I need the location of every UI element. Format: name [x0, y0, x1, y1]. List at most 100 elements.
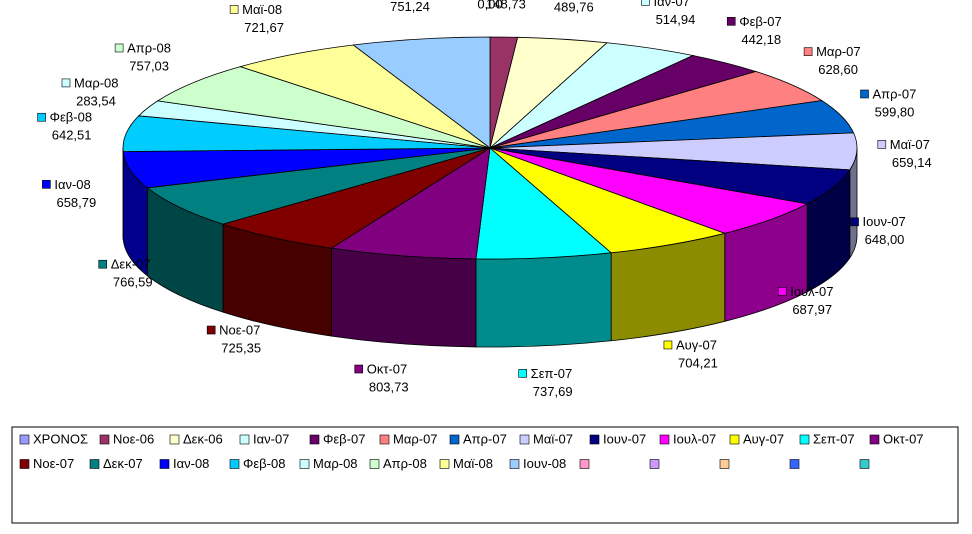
legend-swatch: [89, 459, 100, 469]
data-label: Ιαν-08 658,79: [42, 177, 96, 210]
label-value: 514,94: [656, 12, 696, 27]
label-value: 766,59: [113, 275, 153, 290]
legend-item: Μαϊ-07: [519, 431, 573, 446]
slice: [156, 66, 491, 149]
label-value: 757,03: [129, 58, 169, 73]
legend-swatch: [309, 434, 320, 445]
label-category: Απρ-08: [127, 40, 171, 55]
label-swatch: [726, 17, 736, 26]
label-value: 658,79: [56, 195, 96, 210]
legend-swatch: [789, 459, 800, 469]
legend-item: [579, 459, 590, 469]
data-label: Απρ-08 757,03: [114, 40, 171, 73]
label-value: 659,14: [892, 155, 932, 170]
legend-swatch: [99, 434, 110, 445]
data-label: Ιαν-07 514,94: [641, 0, 695, 27]
legend-item: Ιουν-07: [589, 431, 646, 446]
label-value: 751,24: [390, 0, 430, 14]
legend-label: Φεβ-07: [323, 431, 365, 446]
legend-item: Σεπ-07: [799, 431, 855, 446]
legend-label: Σεπ-07: [813, 431, 855, 446]
label-value: 737,69: [533, 384, 573, 399]
label-value: 687,97: [792, 302, 832, 317]
data-label: Μαρ-07 628,60: [803, 44, 861, 77]
label-category: Φεβ-07: [739, 14, 781, 29]
legend-item: Αυγ-07: [729, 431, 784, 446]
label-value: 442,18: [741, 32, 781, 47]
label-value: 642,51: [52, 128, 92, 143]
legend-item: Νοε-07: [19, 456, 74, 471]
label-swatch: [777, 287, 787, 296]
legend-item: Οκτ-07: [869, 431, 924, 446]
legend-label: Ιαν-07: [253, 431, 289, 446]
legend-label: ΧΡΟΝΟΣ: [33, 431, 88, 446]
legend-swatch: [19, 434, 30, 445]
data-label: Δεκ-07 766,59: [98, 257, 153, 290]
slice: [489, 147, 809, 234]
legend-item: Απρ-07: [449, 431, 507, 446]
label-category: Ιαν-07: [653, 0, 689, 9]
legend-swatch: [519, 434, 530, 445]
label-swatch: [803, 47, 813, 56]
legend-item: Δεκ-07: [89, 456, 143, 471]
legend-swatch: [159, 459, 170, 469]
data-label: Νοε-07 725,35: [206, 322, 261, 355]
pie-sides: [122, 147, 858, 348]
legend-item: Μαρ-07: [379, 431, 438, 446]
label-category: Νοε-07: [219, 322, 260, 337]
label-value: 599,80: [875, 104, 915, 119]
legend-item: [649, 459, 660, 469]
legend-label: Μαϊ-07: [533, 431, 573, 446]
legend-item: [789, 459, 800, 469]
label-value: 0,00: [477, 0, 502, 11]
slice: [146, 147, 491, 225]
legend-swatch: [239, 434, 250, 445]
slice: [221, 147, 491, 249]
label-swatch: [42, 180, 51, 189]
data-label: Σεπ-07 737,69: [518, 366, 573, 399]
label-value: 721,67: [244, 20, 284, 35]
label-category: Μαϊ-08: [242, 2, 282, 17]
legend-swatch: [439, 459, 450, 469]
data-label: Νοε-06148,73: [486, 0, 526, 12]
label-category: Μαϊ-07: [890, 137, 930, 152]
legend-item: ΧΡΟΝΟΣ: [19, 431, 88, 446]
legend-label: Δεκ-07: [103, 456, 143, 471]
data-label: Μαϊ-08 721,67: [229, 2, 284, 35]
data-label: Οκτ-07 803,73: [354, 361, 409, 394]
label-swatch: [860, 89, 869, 99]
legend-swatch: [579, 459, 590, 469]
legend-label: Ιουν-08: [523, 456, 566, 471]
legend-swatch: [19, 459, 30, 469]
legend-swatch: [729, 434, 740, 445]
data-label: Αυγ-07 704,21: [663, 337, 718, 370]
data-label: Απρ-07 599,80: [860, 86, 917, 119]
legend-label: Ιουν-07: [603, 431, 646, 446]
legend-label: Μαϊ-08: [453, 456, 493, 471]
label-value: 148,73: [486, 0, 526, 12]
legend-swatch: [869, 434, 880, 445]
pie-tops: [122, 36, 858, 260]
legend-item: Ιουν-08: [509, 456, 566, 471]
legend-swatch: [859, 459, 870, 469]
label-swatch: [229, 5, 239, 14]
legend-swatch: [719, 459, 730, 469]
legend-swatch: [649, 459, 660, 469]
data-label: Ιουν-08751,24: [390, 0, 430, 14]
legend-item: Δεκ-06: [169, 431, 223, 446]
label-category: Οκτ-07: [367, 361, 408, 376]
legend-label: Δεκ-06: [183, 431, 223, 446]
legend-label: Οκτ-07: [883, 431, 924, 446]
legend-label: Νοε-06: [113, 431, 154, 446]
label-value: 489,76: [554, 0, 594, 14]
label-swatch: [641, 0, 650, 6]
legend-item: Νοε-06: [99, 431, 154, 446]
data-label: Μαρ-08 283,54: [61, 75, 119, 108]
legend-label: Ιαν-08: [173, 456, 209, 471]
label-category: Απρ-07: [873, 86, 917, 101]
pie-labels: ΧΡΟΝΟΣ0,00Νοε-06148,73 Δεκ-06489,76 Ιαν-07…: [37, 0, 932, 399]
label-category: Αυγ-07: [676, 337, 717, 352]
label-swatch: [877, 140, 887, 149]
label-category: Ιουλ-07: [790, 284, 833, 299]
legend-swatch: [659, 434, 670, 445]
